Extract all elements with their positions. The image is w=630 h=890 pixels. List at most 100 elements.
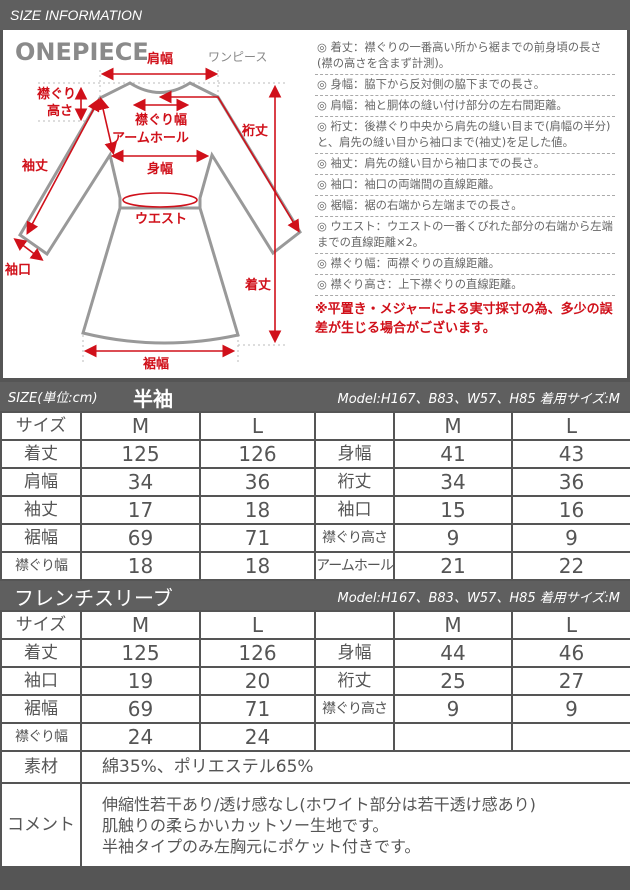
desc-item: ◎ ウエスト：ウエストの一番くびれた部分の右端から左端までの直線距離×2。 xyxy=(315,217,615,254)
desc-value: 上下襟ぐりの直線距離。 xyxy=(398,278,523,291)
label-neck-height-1: 襟ぐり xyxy=(37,87,77,102)
desc-key: ◎ 身幅： xyxy=(317,78,365,91)
size-value: 34 xyxy=(80,467,201,497)
size-value: 19 xyxy=(80,666,201,696)
row-label: 襟ぐり高さ xyxy=(314,694,395,724)
desc-item: ◎ 裾幅：裾の右端から左端までの長さ。 xyxy=(315,196,615,217)
table-row: 袖丈 17 18 袖口 15 16 xyxy=(0,495,630,525)
comment-label: コメント xyxy=(0,782,82,868)
row-label: 袖口 xyxy=(314,495,395,525)
size-value: 9 xyxy=(393,694,513,724)
size-value: 125 xyxy=(80,439,201,469)
section-title-bar: SIZE INFORMATION xyxy=(0,0,630,30)
table1-size-table: サイズ M L M L 着丈 125 126 身幅 41 43 肩幅 34 36 裄丈 34 36 袖丈 17 18 袖… xyxy=(0,411,630,581)
size-value: L xyxy=(199,411,316,441)
row-label: 着丈 xyxy=(0,439,82,469)
table2-title: フレンチスリーブ xyxy=(14,586,173,610)
desc-value: 後襟ぐり中央から肩先の縫い目まで(肩幅の半分)と、肩先の縫い目から袖口まで(袖丈… xyxy=(317,120,611,149)
comment-line: 半袖タイプのみ左胸元にポケット付きです。 xyxy=(102,836,421,856)
table-row: 着丈 125 126 身幅 41 43 xyxy=(0,439,630,469)
row-label: 身幅 xyxy=(314,439,395,469)
table2-title-bar: フレンチスリーブ Model:H167、B83、W57、H85 着用サイズ:M xyxy=(0,581,630,610)
label-body: 身幅 xyxy=(147,162,174,177)
brand-logo: ONEPIECE xyxy=(15,38,149,66)
size-value: 25 xyxy=(393,666,513,696)
desc-key: ◎ 着丈： xyxy=(317,41,365,54)
material-label: 素材 xyxy=(0,750,82,784)
desc-value: 裾の右端から左端までの長さ。 xyxy=(364,199,523,212)
size-value: M xyxy=(393,610,513,640)
waist-ellipse xyxy=(122,192,198,208)
size-value: L xyxy=(511,411,630,441)
size-value: 126 xyxy=(199,638,316,668)
row-label: サイズ xyxy=(0,610,82,640)
table-row: 着丈 125 126 身幅 44 46 xyxy=(0,638,630,668)
size-value: M xyxy=(80,411,201,441)
desc-key: ◎ 袖口： xyxy=(317,178,365,191)
desc-item: ◎ 身幅：脇下から反対側の脇下までの長さ。 xyxy=(315,75,615,96)
row-label: アームホール xyxy=(314,551,395,581)
row-label: 襟ぐり幅 xyxy=(0,551,82,581)
row-label: 袖丈 xyxy=(0,495,82,525)
size-value: 69 xyxy=(80,694,201,724)
size-value: 9 xyxy=(511,694,630,724)
desc-key: ◎ 襟ぐり幅： xyxy=(317,257,387,270)
desc-key: ◎ 袖丈： xyxy=(317,157,365,170)
label-length: 着丈 xyxy=(245,278,272,293)
size-value: 20 xyxy=(199,666,316,696)
size-value: L xyxy=(199,610,316,640)
size-value: 22 xyxy=(511,551,630,581)
size-value: 18 xyxy=(199,495,316,525)
label-shoulder: 肩幅 xyxy=(147,52,174,67)
desc-item: ◎ 裄丈：後襟ぐり中央から肩先の縫い目まで(肩幅の半分)と、肩先の縫い目から袖口… xyxy=(315,117,615,154)
desc-key: ◎ 裾幅： xyxy=(317,199,365,212)
row-label: 裾幅 xyxy=(0,523,82,553)
measurement-descriptions: ◎ 着丈：襟ぐりの一番高い所から裾までの前身頃の長さ(襟の高さを含まず計測)。 … xyxy=(315,38,615,338)
desc-item: ◎ 袖丈：肩先の縫い目から袖口までの長さ。 xyxy=(315,154,615,175)
desc-item: ◎ 着丈：襟ぐりの一番高い所から裾までの前身頃の長さ(襟の高さを含まず計測)。 xyxy=(315,38,615,75)
cuff-arrow xyxy=(13,238,44,261)
dress-illustration xyxy=(13,67,302,365)
row-label xyxy=(314,610,395,640)
desc-value: 襟ぐりの一番高い所から裾までの前身頃の長さ(襟の高さを含まず計測)。 xyxy=(317,41,602,70)
row-label: 襟ぐり幅 xyxy=(0,722,82,752)
desc-value: 両襟ぐりの直線距離。 xyxy=(386,257,500,270)
table1-model: Model:H167、B83、W57、H85 着用サイズ:M xyxy=(337,392,620,407)
size-value: 24 xyxy=(199,722,316,752)
size-diagram-panel: ONEPIECE ワンピース 肩幅 襟ぐり 高さ 襟ぐり幅 アームホール 身幅 … xyxy=(3,30,627,378)
comment-line: 伸縮性若干あり/透け感なし(ホワイト部分は若干透け感あり) xyxy=(102,794,536,814)
desc-value: 袖と胴体の縫い付け部分の左右間距離。 xyxy=(364,99,568,112)
row-label xyxy=(314,411,395,441)
table-row: 裾幅 69 71 襟ぐり高さ 9 9 xyxy=(0,523,630,553)
desc-key: ◎ ウエスト： xyxy=(317,220,387,233)
desc-value: ウエストの一番くびれた部分の右端から左端までの直線距離×2。 xyxy=(317,220,613,249)
size-value: 69 xyxy=(80,523,201,553)
size-tables: SIZE(単位:cm) 半袖 Model:H167、B83、W57、H85 着用… xyxy=(0,382,630,868)
size-value: 27 xyxy=(511,666,630,696)
desc-key: ◎ 裄丈： xyxy=(317,120,365,133)
row-label: 裄丈 xyxy=(314,467,395,497)
table-row: 肩幅 34 36 裄丈 34 36 xyxy=(0,467,630,497)
yuki-arrow xyxy=(158,90,300,233)
label-cuff: 袖口 xyxy=(5,263,32,278)
size-value: 24 xyxy=(80,722,201,752)
size-value: 126 xyxy=(199,439,316,469)
label-armhole: アームホール xyxy=(112,131,189,146)
row-label xyxy=(314,722,395,752)
label-neck-width: 襟ぐり幅 xyxy=(135,113,188,128)
row-label: 裄丈 xyxy=(314,666,395,696)
label-hem: 裾幅 xyxy=(143,357,170,372)
label-waist: ウエスト xyxy=(135,212,188,227)
size-value: 36 xyxy=(511,467,630,497)
table-row: 襟ぐり幅 24 24 xyxy=(0,722,630,752)
table2-size-table: サイズ M L M L 着丈 125 126 身幅 44 46 袖口 19 20 裄丈 25 27 裾幅 69 71 襟… xyxy=(0,610,630,868)
size-value: 125 xyxy=(80,638,201,668)
size-value: 21 xyxy=(393,551,513,581)
size-value: M xyxy=(393,411,513,441)
label-sleeve: 袖丈 xyxy=(22,159,49,174)
desc-item: ◎ 肩幅：袖と胴体の縫い付け部分の左右間距離。 xyxy=(315,96,615,117)
table-row: 袖口 19 20 裄丈 25 27 xyxy=(0,666,630,696)
size-value: 46 xyxy=(511,638,630,668)
size-value: L xyxy=(511,610,630,640)
desc-item: ◎ 襟ぐり高さ：上下襟ぐりの直線距離。 xyxy=(315,275,615,296)
